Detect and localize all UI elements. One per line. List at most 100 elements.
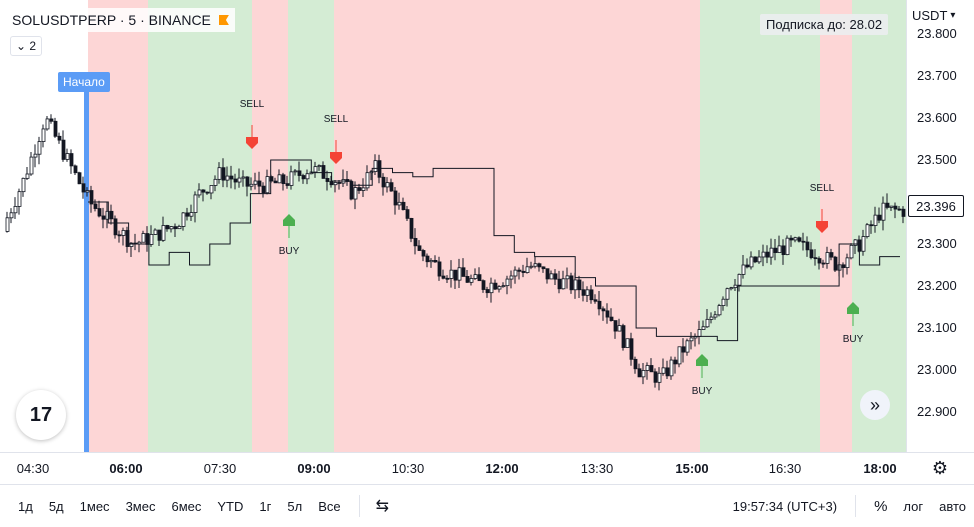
candle-body xyxy=(721,298,726,306)
candle-body xyxy=(373,160,378,172)
candle-body xyxy=(753,256,758,263)
signal-zone xyxy=(88,0,148,452)
candle-body xyxy=(29,156,34,175)
candle-body xyxy=(613,320,618,332)
currency-selector[interactable]: USDT ▾ xyxy=(912,8,955,23)
candle-body xyxy=(653,371,658,383)
candle-body xyxy=(129,242,134,247)
percent-toggle[interactable]: % xyxy=(874,497,888,515)
candle-body xyxy=(573,279,578,291)
range-button[interactable]: 1г xyxy=(259,498,272,514)
candle-body xyxy=(413,237,418,247)
candle-body xyxy=(873,214,878,226)
candle-body xyxy=(229,175,234,180)
candle-body xyxy=(321,165,326,179)
candle-body xyxy=(41,128,46,142)
range-button[interactable]: YTD xyxy=(217,498,244,514)
range-button[interactable]: 1мес xyxy=(79,498,110,514)
candle-body xyxy=(465,276,470,283)
price-tick: 23.100 xyxy=(917,320,957,335)
candle-body xyxy=(713,314,718,318)
candle-body xyxy=(313,166,318,173)
scroll-to-realtime-button[interactable]: » xyxy=(860,390,890,420)
candle-body xyxy=(177,226,182,230)
start-marker-label: Начало xyxy=(58,72,110,92)
candle-body xyxy=(717,305,722,316)
candle-body xyxy=(21,177,26,193)
candle-body xyxy=(817,258,822,264)
candle-body xyxy=(605,310,610,318)
candle-body xyxy=(673,359,678,365)
compare-icon[interactable]: ⇆ xyxy=(375,498,389,515)
candle-body xyxy=(569,275,574,291)
candle-body xyxy=(809,249,814,259)
sell-label: SELL xyxy=(240,99,265,110)
candle-body xyxy=(557,278,562,290)
candle-body xyxy=(49,118,54,122)
range-button[interactable]: 6мес xyxy=(171,498,202,514)
candle-body xyxy=(861,236,866,252)
candle-body xyxy=(277,174,282,184)
candle-body xyxy=(329,181,334,186)
candle-body xyxy=(633,358,638,370)
chevron-down-icon: ⌄ xyxy=(16,39,30,53)
candle-body xyxy=(213,178,218,186)
candle-body xyxy=(901,208,906,217)
candle-body xyxy=(733,284,738,289)
buy-arrow-icon xyxy=(283,214,295,226)
candle-body xyxy=(829,252,834,258)
candle-body xyxy=(397,201,402,206)
candle-body xyxy=(233,178,238,183)
candle-body xyxy=(417,245,422,251)
candle-body xyxy=(409,217,414,239)
candle-body xyxy=(85,190,90,193)
time-tick: 15:00 xyxy=(675,461,709,476)
candle-body xyxy=(553,273,558,280)
range-button[interactable]: 1д xyxy=(18,498,33,514)
candle-body xyxy=(333,182,338,186)
candle-body xyxy=(505,278,510,287)
tradingview-logo[interactable]: 17 xyxy=(16,390,66,440)
price-chart[interactable]: SELL SELL BUY BUY SELL BUY xyxy=(0,0,906,452)
time-axis[interactable]: 04:30 06:00 07:30 09:00 10:30 12:00 13:30 15:00… xyxy=(0,452,906,484)
candle-body xyxy=(825,252,830,264)
subscription-badge: Подписка до: 28.02 xyxy=(760,14,889,35)
candle-body xyxy=(189,212,194,217)
range-button[interactable]: 3мес xyxy=(125,498,156,514)
settings-gear-icon[interactable]: ⚙ xyxy=(906,452,974,484)
clock-label[interactable]: 19:57:34 (UTC+3) xyxy=(732,498,838,514)
candle-body xyxy=(389,182,394,192)
candle-body xyxy=(833,256,838,271)
sell-arrow-icon xyxy=(330,152,342,164)
candle-body xyxy=(473,274,478,279)
candle-body xyxy=(821,262,826,265)
chart-area[interactable]: SELL SELL BUY BUY SELL BUY SOLUSDTPERP · 5 · … xyxy=(0,0,906,452)
candle-body xyxy=(597,300,602,310)
range-button[interactable]: 5л xyxy=(287,498,303,514)
log-toggle[interactable]: лог xyxy=(903,498,924,514)
indicators-toggle[interactable]: ⌄ 2 xyxy=(10,36,43,56)
candle-body xyxy=(269,176,274,182)
candle-body xyxy=(765,251,770,258)
candle-body xyxy=(469,278,474,283)
candle-body xyxy=(61,139,66,160)
candle-body xyxy=(813,257,818,260)
trend-line xyxy=(88,159,900,342)
auto-toggle[interactable]: авто xyxy=(939,498,966,514)
candle-body xyxy=(97,208,102,217)
candle-body xyxy=(165,225,170,230)
candle-body xyxy=(757,256,762,263)
current-price-label: 23.396 xyxy=(908,195,964,217)
candle-body xyxy=(93,203,98,209)
candle-body xyxy=(441,275,446,279)
candle-body xyxy=(885,202,890,208)
candle-body xyxy=(725,288,730,300)
range-button[interactable]: 5д xyxy=(48,498,64,514)
range-button[interactable]: Все xyxy=(318,498,341,514)
candle-body xyxy=(385,182,390,188)
symbol-legend[interactable]: SOLUSDTPERP · 5 · BINANCE xyxy=(6,8,235,32)
sell-arrow-icon xyxy=(246,137,258,149)
flag-icon[interactable] xyxy=(218,15,229,25)
price-scale[interactable]: 23.80023.70023.60023.50023.40023.30023.2… xyxy=(906,0,974,452)
candle-body xyxy=(261,185,266,194)
